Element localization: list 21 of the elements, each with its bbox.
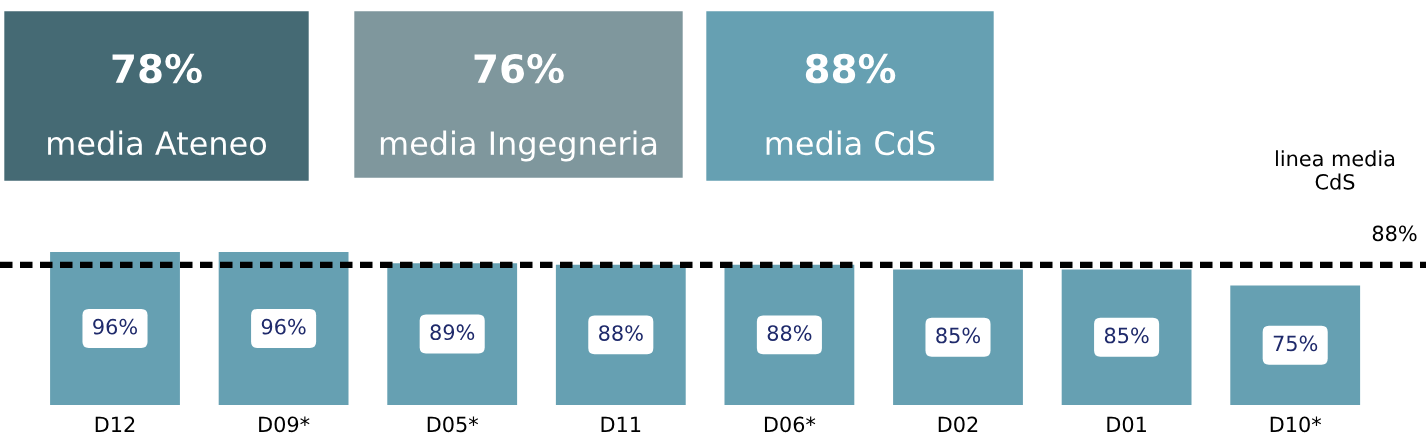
x-tick-label: D11 — [601, 416, 641, 432]
x-tick-label: D10* — [1270, 416, 1322, 433]
data-label: 96% — [93, 318, 137, 335]
ref-line-label: linea media CdS — [1276, 150, 1395, 190]
data-label: 96% — [261, 318, 306, 335]
text: 76% media Ingegneria — [380, 53, 657, 162]
data-label: 85% — [1104, 327, 1149, 344]
data-label: 88% — [767, 325, 812, 341]
text: 88% media CdS — [766, 53, 935, 156]
text: 78% media Ateneo — [48, 53, 267, 156]
x-tick-label: D01 — [1107, 416, 1146, 433]
data-label: 75% — [1273, 335, 1318, 352]
x-tick-label: D06* — [764, 416, 816, 433]
data-label: 85% — [936, 327, 980, 344]
x-tick-label: D12 — [95, 416, 135, 432]
data-label: 88% — [599, 325, 643, 341]
annotation: 88% — [1372, 225, 1417, 242]
x-tick-label: D05* — [427, 416, 479, 433]
x-tick-label: D09* — [259, 416, 310, 433]
data-label: 89% — [430, 324, 475, 341]
x-tick-label: D02 — [938, 416, 978, 433]
